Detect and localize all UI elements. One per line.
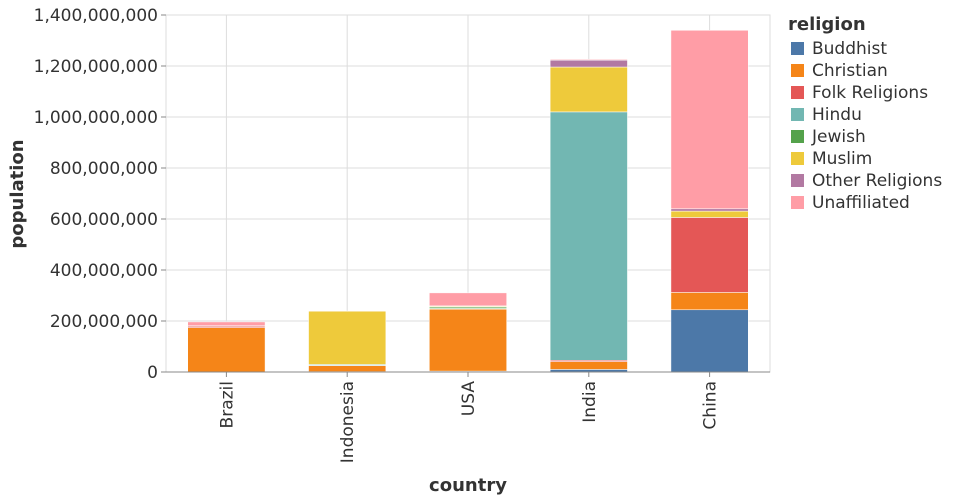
y-tick-label: 1,000,000,000 (34, 108, 158, 128)
bar-segment-china-buddhist (671, 310, 748, 372)
legend-label: Other Religions (812, 171, 942, 191)
legend-swatch (791, 42, 804, 55)
x-axis-title: country (429, 475, 507, 496)
y-tick-label: 400,000,000 (50, 261, 158, 281)
x-tick-label: Indonesia (338, 381, 358, 463)
legend-label: Folk Religions (812, 83, 928, 103)
legend-swatch (791, 64, 804, 77)
y-tick-label: 0 (147, 363, 158, 383)
axes: 0 200,000,000 400,000,000 600,000,000 800,00… (34, 6, 770, 463)
bar-segment-brazil-unaffiliated (188, 322, 265, 326)
legend-title: religion (788, 14, 866, 35)
x-tick-label: India (580, 381, 600, 423)
bar-segment-brazil-christian (188, 328, 265, 372)
bar-segment-indonesia-christian (309, 366, 386, 372)
legend-label: Muslim (812, 149, 872, 169)
bar-segment-china-other-religions (671, 209, 748, 211)
legend-swatch (791, 174, 804, 187)
legend-label: Jewish (811, 127, 866, 147)
bar-segment-usa-christian (429, 309, 506, 371)
bar-segment-china-muslim (671, 211, 748, 217)
x-tick-label: USA (459, 381, 479, 417)
legend-label: Unaffiliated (812, 193, 910, 213)
y-tick-label: 1,200,000,000 (34, 57, 158, 77)
legend-label: Buddhist (812, 39, 887, 59)
legend-swatch (791, 152, 804, 165)
bar-segment-usa-unaffiliated (429, 293, 506, 306)
x-tick-label: Brazil (217, 381, 237, 428)
bar-segment-china-christian (671, 292, 748, 309)
bar-segment-india-unaffiliated (550, 59, 627, 60)
y-tick-label: 800,000,000 (50, 159, 158, 179)
bar-segment-china-unaffiliated (671, 30, 748, 209)
legend-swatch (791, 130, 804, 143)
bar-segment-india-christian (550, 362, 627, 370)
y-axis-title: population (7, 139, 28, 248)
legend-label: Hindu (812, 105, 862, 125)
legend-swatch (791, 108, 804, 121)
bar-segment-indonesia-muslim (309, 311, 386, 364)
bar-segment-india-other-religions (550, 60, 627, 67)
bar-segment-china-folk-religions (671, 217, 748, 292)
y-tick-label: 600,000,000 (50, 210, 158, 230)
bar-segment-india-hindu (550, 112, 627, 360)
legend-label: Christian (812, 61, 888, 81)
y-tick-label: 1,400,000,000 (34, 6, 158, 26)
legend-swatch (791, 196, 804, 209)
x-tick-label: China (701, 381, 721, 430)
y-tick-label: 200,000,000 (50, 312, 158, 332)
legend-swatch (791, 86, 804, 99)
bar-segment-india-muslim (550, 67, 627, 112)
